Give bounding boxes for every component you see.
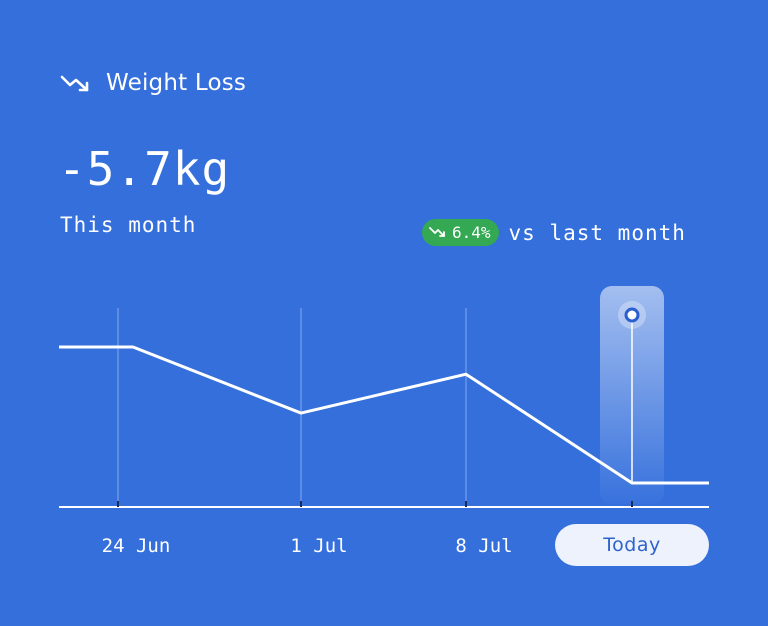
x-tick-label: 24 Jun: [102, 535, 171, 557]
today-button[interactable]: Today: [555, 524, 709, 566]
comparison-label: vs last month: [508, 220, 686, 245]
change-value: 6.4%: [452, 223, 491, 242]
change-badge: 6.4%: [422, 219, 499, 246]
weight-series-line: [59, 345, 709, 485]
x-tick-label: 8 Jul: [455, 535, 512, 557]
period-label: This month: [60, 213, 197, 237]
total-loss-value: -5.7kg: [58, 142, 231, 196]
trending-down-icon: [429, 223, 447, 242]
chart-header: Weight Loss: [60, 70, 246, 96]
trending-down-icon: [60, 72, 92, 94]
chart-title: Weight Loss: [106, 70, 247, 96]
x-tick-label: 1 Jul: [290, 535, 347, 557]
today-label: Today: [603, 534, 661, 556]
data-point[interactable]: [624, 307, 640, 323]
comparison: 6.4% vs last month: [422, 219, 686, 246]
